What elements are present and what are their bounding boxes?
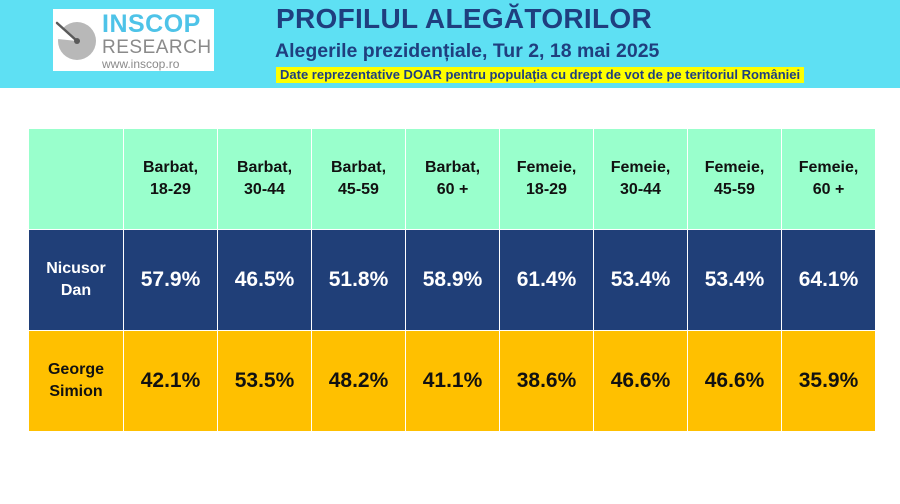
logo-subtitle: RESEARCH <box>102 37 212 58</box>
table-header-row: Barbat, 18-29 Barbat, 30-44 Barbat, 45-59 B… <box>28 128 876 230</box>
row-label: Nicusor Dan <box>28 229 124 331</box>
value-cell: 42.1% <box>123 330 218 432</box>
column-header: Barbat, 60 + <box>405 128 500 230</box>
row-label: George Simion <box>28 330 124 432</box>
value-cell: 61.4% <box>499 229 594 331</box>
column-header: Barbat, 30-44 <box>217 128 312 230</box>
logo-emblem-icon <box>55 21 96 60</box>
representativeness-note: Date reprezentative DOAR pentru populați… <box>276 67 805 83</box>
value-cell: 53.4% <box>687 229 782 331</box>
logo-wordmark: INSCOP <box>102 10 201 38</box>
page-subtitle: Alegerile prezidențiale, Tur 2, 18 mai 2… <box>275 40 660 62</box>
column-header: Barbat, 45-59 <box>311 128 406 230</box>
table-row-george-simion: George Simion 42.1% 53.5% 48.2% 41.1% 38.… <box>28 330 876 432</box>
column-header: Femeie, 45-59 <box>687 128 782 230</box>
column-header: Femeie, 60 + <box>781 128 876 230</box>
value-cell: 41.1% <box>405 330 500 432</box>
page-title: PROFILUL ALEGĂTORILOR <box>276 3 653 34</box>
value-cell: 35.9% <box>781 330 876 432</box>
header-banner: INSCOP RESEARCH www.inscop.ro PROFILUL A… <box>0 0 900 88</box>
value-cell: 64.1% <box>781 229 876 331</box>
column-header: Barbat, 18-29 <box>123 128 218 230</box>
header-corner-cell <box>28 128 124 230</box>
column-header: Femeie, 18-29 <box>499 128 594 230</box>
value-cell: 46.6% <box>593 330 688 432</box>
value-cell: 46.5% <box>217 229 312 331</box>
value-cell: 53.5% <box>217 330 312 432</box>
voter-profile-table: Barbat, 18-29 Barbat, 30-44 Barbat, 45-59 B… <box>28 128 876 432</box>
value-cell: 51.8% <box>311 229 406 331</box>
value-cell: 58.9% <box>405 229 500 331</box>
value-cell: 57.9% <box>123 229 218 331</box>
logo-url: www.inscop.ro <box>102 57 180 71</box>
value-cell: 46.6% <box>687 330 782 432</box>
table-row-nicusor-dan: Nicusor Dan 57.9% 46.5% 51.8% 58.9% 61.4%… <box>28 229 876 331</box>
column-header: Femeie, 30-44 <box>593 128 688 230</box>
value-cell: 38.6% <box>499 330 594 432</box>
value-cell: 48.2% <box>311 330 406 432</box>
value-cell: 53.4% <box>593 229 688 331</box>
inscop-logo: INSCOP RESEARCH www.inscop.ro <box>53 9 214 71</box>
